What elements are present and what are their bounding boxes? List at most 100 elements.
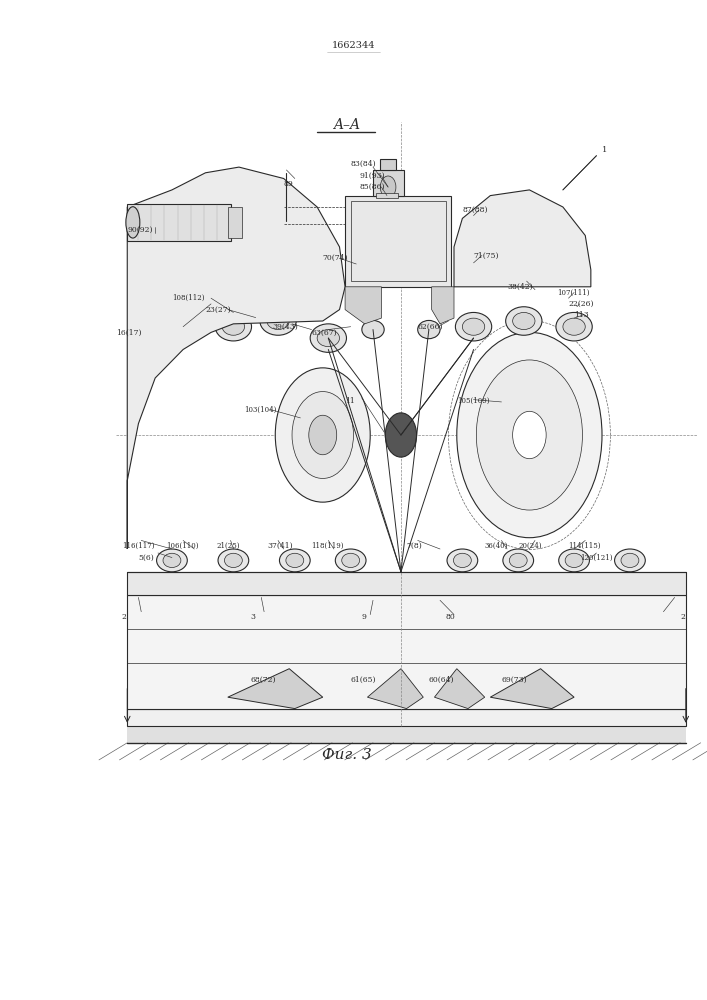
Text: 62(66): 62(66) (418, 323, 443, 331)
Bar (376, 193, 398, 198)
Ellipse shape (556, 312, 592, 341)
Ellipse shape (163, 553, 181, 568)
Ellipse shape (565, 553, 583, 568)
Text: 107(111): 107(111) (557, 288, 590, 296)
Text: 61(65): 61(65) (351, 676, 376, 684)
Bar (345, 196, 451, 287)
Ellipse shape (614, 549, 645, 572)
Polygon shape (491, 669, 574, 709)
Text: 89: 89 (284, 180, 293, 188)
Text: 118(119): 118(119) (312, 542, 344, 550)
Text: 22(26): 22(26) (568, 300, 594, 308)
Ellipse shape (224, 553, 243, 568)
Text: 3: 3 (250, 613, 255, 621)
Bar (228, 207, 242, 238)
Ellipse shape (218, 549, 249, 572)
Text: 71(75): 71(75) (474, 251, 499, 259)
Text: 63(67): 63(67) (312, 328, 337, 336)
Ellipse shape (156, 549, 187, 572)
Text: 116(117): 116(117) (122, 542, 154, 550)
Ellipse shape (267, 312, 289, 330)
Ellipse shape (362, 320, 384, 339)
Text: 2: 2 (122, 613, 127, 621)
Text: 69(73): 69(73) (501, 676, 527, 684)
Bar (127, 572, 686, 595)
Circle shape (275, 368, 370, 502)
Text: 80: 80 (445, 613, 455, 621)
Text: 113: 113 (574, 311, 589, 319)
Text: 114(115): 114(115) (568, 542, 601, 550)
Text: 21(25): 21(25) (216, 542, 240, 550)
Text: Фиг. 3: Фиг. 3 (322, 748, 371, 762)
Text: 39(43): 39(43) (272, 323, 298, 331)
Bar (380, 159, 396, 170)
Text: 108(112): 108(112) (172, 294, 204, 302)
Polygon shape (368, 669, 423, 709)
Text: 20(24): 20(24) (518, 542, 542, 550)
Ellipse shape (447, 549, 478, 572)
Bar (127, 204, 230, 241)
Polygon shape (454, 190, 591, 287)
Ellipse shape (222, 318, 245, 335)
Circle shape (385, 413, 416, 457)
Ellipse shape (286, 553, 304, 568)
Text: 38(42): 38(42) (507, 283, 532, 291)
Text: 2: 2 (680, 613, 685, 621)
Text: 103(104): 103(104) (245, 405, 277, 413)
Ellipse shape (341, 553, 360, 568)
Text: 11: 11 (345, 397, 355, 405)
Text: 90(92): 90(92) (127, 226, 153, 234)
Text: 91(93): 91(93) (359, 172, 385, 180)
Polygon shape (345, 287, 381, 324)
Ellipse shape (513, 312, 535, 330)
Text: 9: 9 (362, 613, 367, 621)
Bar (127, 595, 686, 709)
Text: 87(88): 87(88) (462, 206, 488, 214)
Ellipse shape (559, 549, 590, 572)
Ellipse shape (455, 312, 491, 341)
Polygon shape (228, 669, 322, 709)
Ellipse shape (563, 318, 585, 335)
Ellipse shape (462, 318, 485, 335)
Ellipse shape (453, 553, 472, 568)
Ellipse shape (509, 553, 527, 568)
Text: 7(8): 7(8) (407, 542, 422, 550)
Text: 60(64): 60(64) (429, 676, 455, 684)
Ellipse shape (279, 549, 310, 572)
Ellipse shape (317, 330, 339, 347)
Text: 105(109): 105(109) (457, 397, 489, 405)
Text: 23(27): 23(27) (206, 306, 231, 314)
Text: 83(84): 83(84) (351, 160, 376, 168)
Text: 120(121): 120(121) (580, 554, 612, 562)
Text: 106(110): 106(110) (166, 542, 199, 550)
Text: 16(17): 16(17) (116, 328, 141, 336)
Text: 37(41): 37(41) (267, 542, 293, 550)
Ellipse shape (621, 553, 639, 568)
Circle shape (477, 360, 583, 510)
Ellipse shape (506, 307, 542, 335)
Circle shape (380, 176, 396, 198)
Text: 85(86): 85(86) (359, 183, 385, 191)
Text: 5(6): 5(6) (139, 554, 154, 562)
Circle shape (292, 392, 354, 478)
Polygon shape (432, 287, 454, 324)
Text: 68(72): 68(72) (250, 676, 276, 684)
Text: 36(40): 36(40) (485, 542, 508, 550)
Circle shape (309, 415, 337, 455)
Bar (127, 709, 686, 726)
Ellipse shape (503, 549, 534, 572)
Circle shape (513, 411, 546, 459)
Ellipse shape (335, 549, 366, 572)
Ellipse shape (260, 307, 296, 335)
Circle shape (457, 332, 602, 538)
Ellipse shape (310, 324, 346, 352)
Bar (127, 726, 686, 743)
Text: 1662344: 1662344 (332, 40, 375, 49)
Ellipse shape (418, 320, 440, 339)
Polygon shape (434, 669, 485, 709)
Ellipse shape (215, 312, 252, 341)
Text: 70(74): 70(74) (322, 254, 349, 262)
Text: A–A: A–A (333, 118, 360, 132)
Text: 1: 1 (602, 146, 607, 154)
Ellipse shape (126, 207, 140, 238)
